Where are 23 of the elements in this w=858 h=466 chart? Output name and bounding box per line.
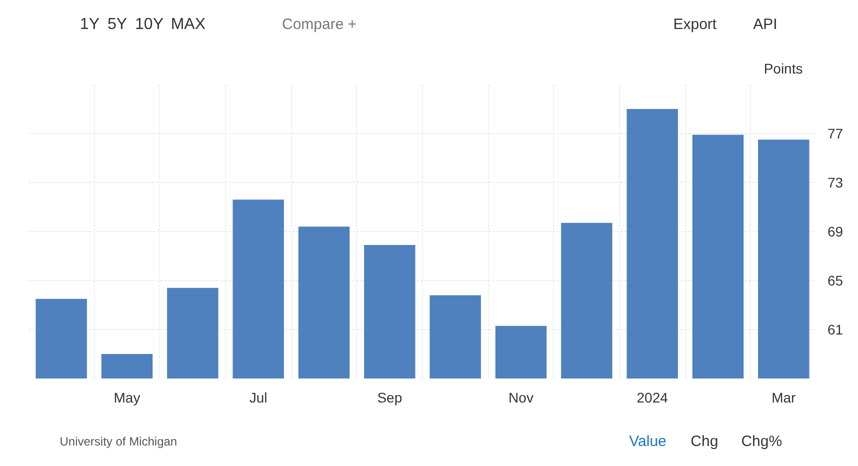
y-tick-label: 73 xyxy=(828,174,844,190)
y-tick-label: 69 xyxy=(828,224,844,240)
y-tick-label: 77 xyxy=(828,126,844,142)
y-tick-label: 61 xyxy=(828,322,844,338)
x-tick-label: Mar xyxy=(772,390,796,406)
x-tick-label: 2024 xyxy=(636,390,668,406)
text: 5Y xyxy=(107,16,128,33)
text: Chg xyxy=(690,433,718,450)
x-tick-label: Jul xyxy=(249,390,268,406)
y-axis-title: Points xyxy=(764,60,803,76)
x-tick-label: Nov xyxy=(508,390,534,406)
text: API xyxy=(753,16,778,33)
text: MAX xyxy=(170,16,206,33)
text: Value xyxy=(629,433,666,450)
text: Chg% xyxy=(741,433,782,450)
y-tick-label: 65 xyxy=(828,272,844,288)
text: University of Michigan xyxy=(60,434,178,448)
text: 10Y xyxy=(135,16,164,33)
text: Compare + xyxy=(282,16,357,33)
x-tick-label: Sep xyxy=(377,390,402,406)
text: Export xyxy=(673,16,718,33)
x-tick-label: May xyxy=(114,390,140,406)
text: 1Y xyxy=(80,16,100,33)
